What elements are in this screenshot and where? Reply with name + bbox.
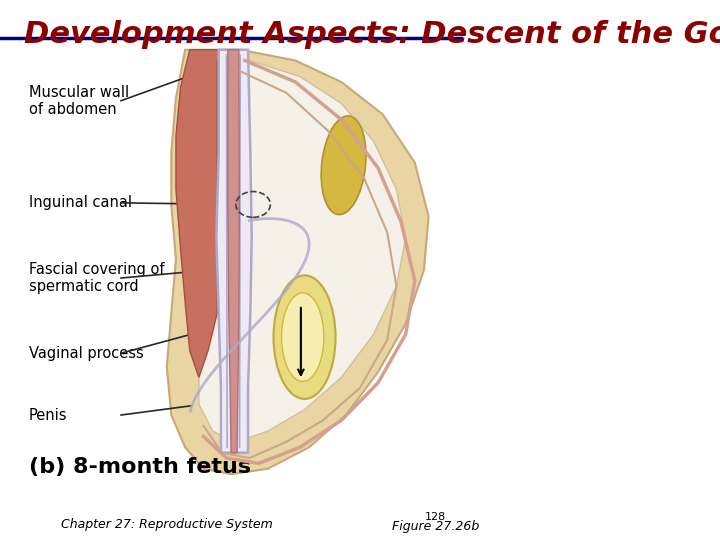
Text: Development Aspects: Descent of the Gonads: Development Aspects: Descent of the Gona…	[24, 20, 720, 49]
Text: 128: 128	[425, 512, 446, 523]
Text: (b) 8-month fetus: (b) 8-month fetus	[29, 457, 251, 477]
Polygon shape	[216, 50, 252, 453]
Text: Fascial covering of
spermatic cord: Fascial covering of spermatic cord	[29, 262, 164, 294]
Ellipse shape	[282, 293, 324, 381]
Text: Chapter 27: Reproductive System: Chapter 27: Reproductive System	[61, 517, 273, 531]
Ellipse shape	[274, 275, 336, 399]
Polygon shape	[228, 50, 239, 453]
Polygon shape	[167, 50, 428, 474]
Text: Figure 27.26b: Figure 27.26b	[392, 520, 479, 533]
Text: Penis: Penis	[29, 408, 68, 422]
Ellipse shape	[321, 116, 366, 214]
Polygon shape	[176, 50, 231, 377]
Polygon shape	[199, 60, 405, 442]
Text: Muscular wall
of abdomen: Muscular wall of abdomen	[29, 85, 129, 117]
Text: Vaginal process: Vaginal process	[29, 346, 144, 361]
Text: Inguinal canal: Inguinal canal	[29, 195, 132, 211]
